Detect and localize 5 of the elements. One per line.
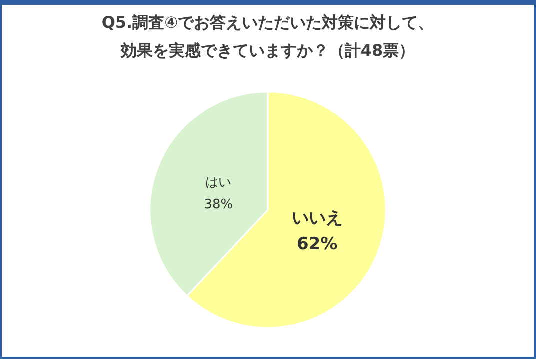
slice-label: いいえ (292, 208, 343, 229)
chart-title: Q5.調査④でお答えいただいた対策に対して、効果を実感できていますか？（計48票） (102, 13, 434, 60)
data-label: 38% (204, 197, 234, 212)
slice-label: はい (206, 175, 232, 190)
data-label: 62% (297, 234, 338, 255)
